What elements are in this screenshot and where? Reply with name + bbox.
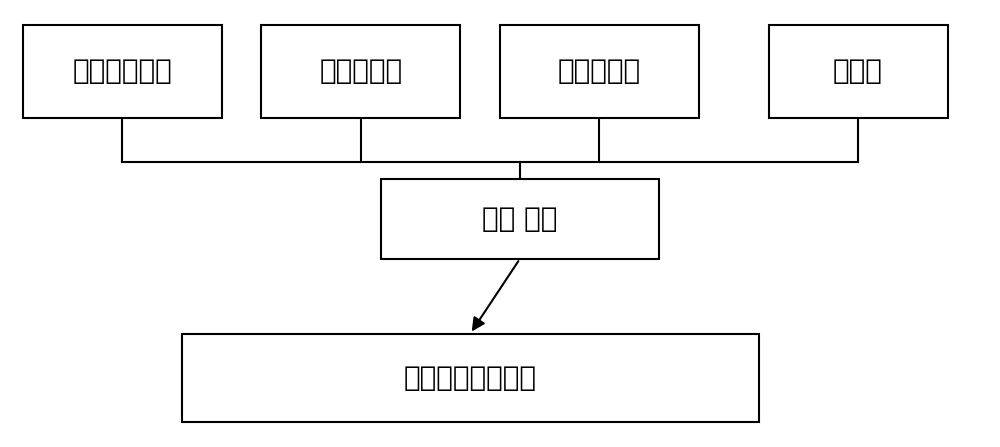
Text: 乙二醇: 乙二醇 xyxy=(833,57,883,85)
Text: 含锡化合物: 含锡化合物 xyxy=(319,57,402,85)
FancyBboxPatch shape xyxy=(381,179,659,259)
FancyBboxPatch shape xyxy=(261,25,460,118)
FancyBboxPatch shape xyxy=(769,25,948,118)
FancyBboxPatch shape xyxy=(500,25,699,118)
Text: 氨基化合物: 氨基化合物 xyxy=(558,57,641,85)
Text: 锔掘杂型碳量子点: 锔掘杂型碳量子点 xyxy=(404,364,537,392)
FancyBboxPatch shape xyxy=(182,334,759,422)
Text: 高温 搅拌: 高温 搅拌 xyxy=(482,205,558,233)
FancyBboxPatch shape xyxy=(23,25,222,118)
Text: 乙二胺四乙酸: 乙二胺四乙酸 xyxy=(72,57,172,85)
